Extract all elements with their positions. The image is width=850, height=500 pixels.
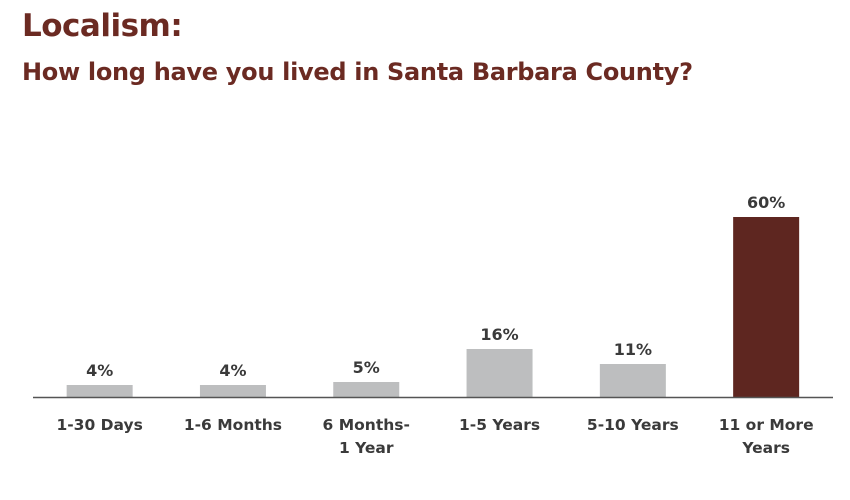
category-label-1: 1-6 Months <box>184 416 282 434</box>
value-labels-group: 4% 4% 5% 16% 11% 60% <box>86 193 785 380</box>
bars-group <box>66 217 800 397</box>
bar-3 <box>466 349 533 397</box>
category-label-3: 1-5 Years <box>459 416 540 434</box>
value-label-4: 11% <box>614 340 652 359</box>
bar-1 <box>199 385 266 397</box>
value-label-1: 4% <box>219 361 246 380</box>
bar-0 <box>66 385 133 397</box>
category-label-0: 1-30 Days <box>56 416 142 434</box>
value-label-3: 16% <box>480 325 518 344</box>
category-label-2: 6 Months-1 Year <box>323 416 410 457</box>
bar-5 <box>733 217 800 397</box>
value-label-0: 4% <box>86 361 113 380</box>
category-labels-group: 1-30 Days 1-6 Months 6 Months-1 Year 1-5 Ye… <box>56 416 813 457</box>
category-label-4: 5-10 Years <box>587 416 679 434</box>
category-label-5: 11 or More Years <box>719 416 814 457</box>
chart-title: Localism: <box>22 8 183 44</box>
chart-subtitle: How long have you lived in Santa Barbara… <box>22 58 693 86</box>
value-label-2: 5% <box>353 358 380 377</box>
bar-4 <box>599 364 666 397</box>
bar-2 <box>333 382 400 397</box>
value-label-5: 60% <box>747 193 785 212</box>
